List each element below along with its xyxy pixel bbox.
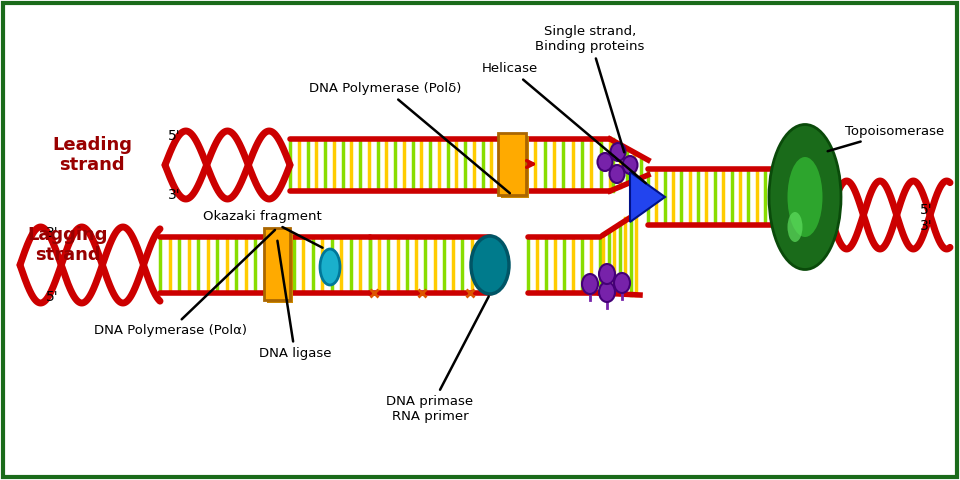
Ellipse shape (599, 282, 615, 302)
Ellipse shape (597, 153, 612, 171)
Ellipse shape (611, 143, 626, 161)
Text: DNA primase
RNA primer: DNA primase RNA primer (387, 297, 489, 423)
Ellipse shape (622, 156, 637, 174)
FancyBboxPatch shape (498, 133, 526, 195)
FancyBboxPatch shape (264, 228, 290, 300)
Text: 3': 3' (46, 226, 59, 240)
Text: Helicase: Helicase (482, 62, 646, 183)
Text: 3': 3' (920, 219, 932, 233)
Text: 5': 5' (920, 203, 932, 217)
Text: DNA Polymerase (Polδ): DNA Polymerase (Polδ) (309, 82, 510, 193)
Ellipse shape (787, 212, 803, 242)
Text: DNA ligase: DNA ligase (259, 241, 331, 360)
Ellipse shape (610, 165, 625, 183)
Text: DNA Polymerase (Polα): DNA Polymerase (Polα) (93, 230, 275, 337)
Ellipse shape (614, 273, 630, 293)
Ellipse shape (471, 236, 509, 294)
Polygon shape (630, 172, 665, 222)
Text: Lagging
strand: Lagging strand (28, 226, 108, 264)
Text: 3': 3' (168, 188, 180, 202)
Ellipse shape (582, 274, 598, 294)
Text: Single strand,
Binding proteins: Single strand, Binding proteins (536, 25, 645, 152)
Ellipse shape (769, 124, 841, 269)
Ellipse shape (787, 157, 823, 237)
Text: Topoisomerase: Topoisomerase (828, 125, 945, 151)
FancyBboxPatch shape (501, 136, 529, 198)
Text: Okazaki fragment: Okazaki fragment (203, 210, 323, 248)
Ellipse shape (320, 249, 340, 285)
Text: Leading
strand: Leading strand (52, 136, 132, 174)
Text: 5': 5' (46, 290, 59, 304)
Text: 5': 5' (168, 129, 180, 143)
Ellipse shape (599, 264, 615, 284)
FancyBboxPatch shape (267, 231, 293, 303)
